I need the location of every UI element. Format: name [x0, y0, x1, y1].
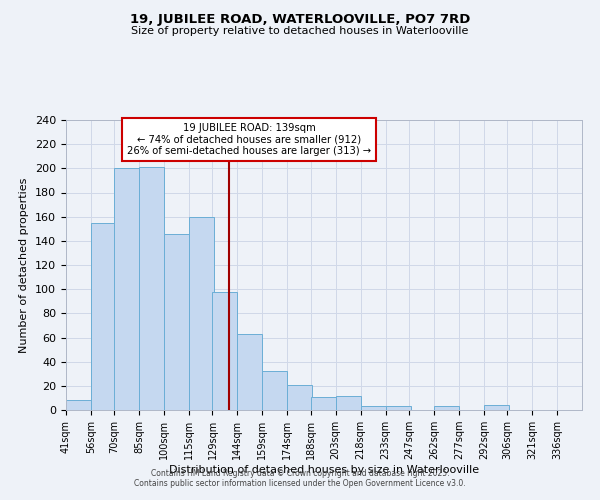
- Bar: [66, 400, 91, 410]
- Bar: [114, 168, 139, 410]
- Y-axis label: Number of detached properties: Number of detached properties: [19, 178, 29, 352]
- Text: Contains public sector information licensed under the Open Government Licence v3: Contains public sector information licen…: [134, 478, 466, 488]
- Text: Size of property relative to detached houses in Waterlooville: Size of property relative to detached ho…: [131, 26, 469, 36]
- Bar: [238, 334, 262, 410]
- Text: Contains HM Land Registry data © Crown copyright and database right 2025.: Contains HM Land Registry data © Crown c…: [151, 468, 449, 477]
- Bar: [262, 372, 287, 410]
- Bar: [335, 396, 361, 410]
- Bar: [287, 384, 313, 410]
- Bar: [189, 216, 214, 410]
- Text: 19, JUBILEE ROAD, WATERLOOVILLE, PO7 7RD: 19, JUBILEE ROAD, WATERLOOVILLE, PO7 7RD: [130, 12, 470, 26]
- Bar: [212, 292, 238, 410]
- Bar: [361, 406, 386, 410]
- Bar: [386, 406, 410, 410]
- Bar: [91, 222, 116, 410]
- Bar: [164, 234, 189, 410]
- Bar: [139, 167, 164, 410]
- Text: 19 JUBILEE ROAD: 139sqm
← 74% of detached houses are smaller (912)
26% of semi-d: 19 JUBILEE ROAD: 139sqm ← 74% of detache…: [127, 123, 371, 156]
- Bar: [434, 406, 459, 410]
- Bar: [311, 396, 335, 410]
- X-axis label: Distribution of detached houses by size in Waterlooville: Distribution of detached houses by size …: [169, 465, 479, 475]
- Bar: [484, 405, 509, 410]
